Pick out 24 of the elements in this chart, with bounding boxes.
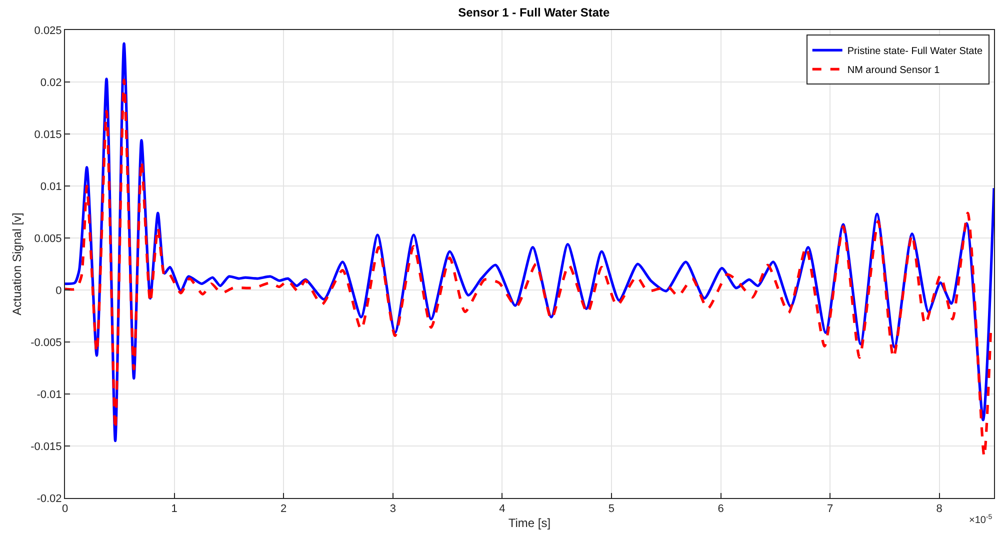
y-tick-label: 0.015	[34, 128, 62, 141]
y-axis-title: Actuation Signal [v]	[10, 212, 24, 316]
y-tick-label: -0.01	[36, 388, 62, 401]
x-tick-label: 8	[936, 503, 942, 516]
x-tick-label: 4	[499, 503, 506, 516]
x-tick-label: 7	[826, 503, 834, 516]
text: ×10$^{-5}$	[969, 514, 992, 526]
y-tick-label: 0.02	[40, 76, 62, 89]
y-tick-label: 0	[56, 284, 62, 297]
x-tick-label: 3	[390, 503, 396, 516]
x-tick-label: 6	[718, 503, 724, 516]
legend-label: NM around Sensor 1	[847, 65, 940, 76]
x-axis-title: Time [s]	[508, 516, 551, 530]
y-tick-label: -0.02	[36, 492, 62, 505]
chart-title: Sensor 1 - Full Water State	[458, 5, 610, 20]
y-tick-label: 0.005	[34, 232, 62, 245]
legend-label: Pristine state- Full Water State	[847, 46, 984, 58]
y-tick-label: -0.015	[30, 440, 62, 453]
y-tick-label: 0.01	[40, 180, 62, 193]
x-tick-label: 1	[171, 503, 178, 516]
x-tick-label: 5	[608, 503, 615, 516]
y-tick-label: -0.005	[30, 336, 62, 349]
x-tick-label: 2	[280, 503, 287, 516]
y-tick-label: 0.025	[34, 24, 62, 37]
